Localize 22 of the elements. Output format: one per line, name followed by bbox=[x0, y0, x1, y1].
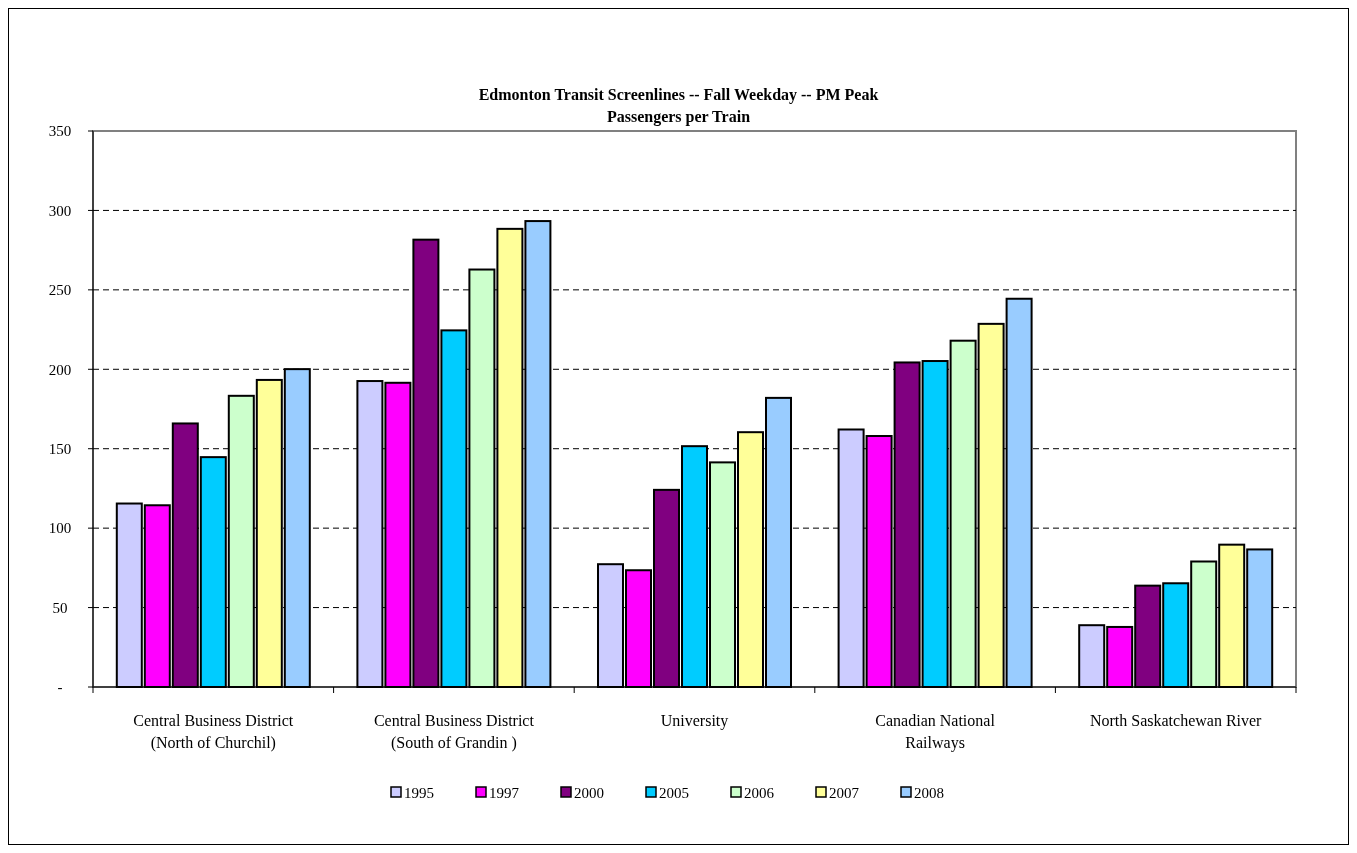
x-tick-label: Canadian National Railways bbox=[875, 712, 996, 752]
legend-label: 2007 bbox=[829, 785, 860, 801]
y-tick-label: 50 bbox=[52, 599, 68, 616]
x-tick-label: University bbox=[660, 712, 729, 730]
legend-label: 2006 bbox=[744, 785, 775, 801]
y-tick-label: 300 bbox=[48, 202, 72, 219]
x-tick-label: North Saskatchewan River bbox=[1089, 712, 1263, 729]
y-tick-label: 250 bbox=[48, 282, 72, 299]
y-tick-label: 150 bbox=[48, 440, 72, 457]
legend-label: 2000 bbox=[574, 785, 604, 801]
y-tick-label: 100 bbox=[48, 520, 72, 537]
legend-label: 2008 bbox=[914, 785, 944, 801]
y-tick-label: 200 bbox=[48, 361, 72, 378]
legend-label: 1995 bbox=[404, 785, 434, 801]
y-tick-label: 350 bbox=[48, 123, 72, 140]
chart-subtitle: Passengers per Train bbox=[606, 108, 751, 126]
legend-label: 2005 bbox=[659, 785, 689, 801]
chart-title: Edmonton Transit Screenlines -- Fall Weekday -- PM Peak bbox=[478, 86, 879, 104]
legend-label: 1997 bbox=[489, 785, 520, 801]
y-tick-label: - bbox=[57, 679, 63, 696]
x-tick-label: Central Business District (North of Churchil) bbox=[133, 712, 294, 752]
x-tick-label: Central Business District (South of Grandin ) bbox=[373, 712, 535, 752]
